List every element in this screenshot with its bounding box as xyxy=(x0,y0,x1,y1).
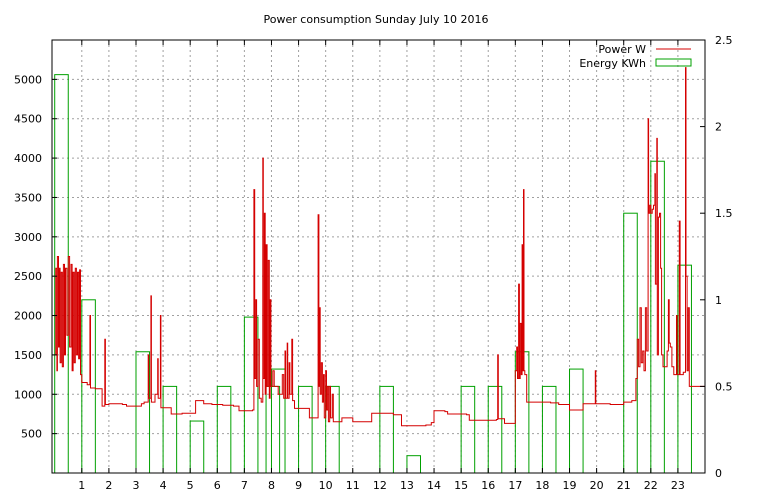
energy-bar xyxy=(135,351,151,474)
energy-bar xyxy=(189,420,205,474)
plot-frame xyxy=(51,39,706,474)
power-series-line xyxy=(54,67,705,427)
energy-bar xyxy=(270,368,286,474)
x-tick-label: 9 xyxy=(295,479,302,492)
axis-ticks: 1 2 3 4 5 6 7 8 9 10 11 12 13 14 15 16 17 18 19 20 21 22 23500… xyxy=(14,34,733,492)
energy-bar xyxy=(162,385,178,474)
y2-tick-label: 0.5 xyxy=(715,380,733,393)
legend-swatch-energy xyxy=(655,58,692,67)
x-tick-label: 11 xyxy=(346,479,360,492)
energy-bar xyxy=(623,212,638,474)
x-tick-label: 15 xyxy=(454,479,468,492)
x-tick-label: 21 xyxy=(617,479,631,492)
y-tick-label: 1000 xyxy=(14,388,42,401)
energy-bar xyxy=(460,385,476,474)
energy-bar xyxy=(406,455,421,474)
x-tick-label: 14 xyxy=(427,479,441,492)
x-tick-label: 3 xyxy=(132,479,139,492)
legend-label-energy: Energy KWh xyxy=(579,57,646,70)
energy-bar xyxy=(298,385,313,474)
energy-bar xyxy=(265,385,281,474)
x-tick-label: 23 xyxy=(671,479,685,492)
energy-bar xyxy=(487,385,503,474)
x-tick-label: 12 xyxy=(373,479,387,492)
y-tick-label: 2500 xyxy=(14,270,42,283)
chart-title: Power consumption Sunday July 10 2016 xyxy=(264,13,489,26)
x-tick-label: 5 xyxy=(187,479,194,492)
energy-bar xyxy=(541,385,557,474)
y-tick-label: 3500 xyxy=(14,191,42,204)
x-tick-label: 22 xyxy=(644,479,658,492)
x-tick-label: 20 xyxy=(590,479,604,492)
y-tick-label: 500 xyxy=(21,428,42,441)
y-tick-label: 4500 xyxy=(14,113,42,126)
x-tick-label: 4 xyxy=(160,479,167,492)
legend: Power W Energy KWh xyxy=(579,43,692,70)
legend-label-power: Power W xyxy=(598,43,646,56)
y-tick-label: 3000 xyxy=(14,231,42,244)
x-tick-label: 2 xyxy=(105,479,112,492)
x-tick-label: 7 xyxy=(241,479,248,492)
x-tick-label: 8 xyxy=(268,479,275,492)
y2-tick-label: 2.5 xyxy=(715,34,733,47)
x-tick-label: 13 xyxy=(400,479,414,492)
energy-bar xyxy=(81,299,96,474)
y2-tick-label: 2 xyxy=(715,121,722,134)
x-tick-label: 6 xyxy=(214,479,221,492)
y-tick-label: 5000 xyxy=(14,73,42,86)
energy-bar xyxy=(216,385,232,474)
energy-bar xyxy=(569,368,584,474)
energy-bar xyxy=(379,385,394,474)
x-tick-label: 18 xyxy=(535,479,549,492)
y-tick-label: 4000 xyxy=(14,152,42,165)
x-tick-label: 19 xyxy=(563,479,577,492)
y2-tick-label: 1 xyxy=(715,294,722,307)
x-tick-label: 10 xyxy=(319,479,333,492)
y2-tick-label: 1.5 xyxy=(715,207,733,220)
x-tick-label: 1 xyxy=(78,479,85,492)
y2-tick-label: 0 xyxy=(715,467,722,480)
y-tick-label: 1500 xyxy=(14,349,42,362)
y-tick-label: 2000 xyxy=(14,310,42,323)
x-tick-label: 16 xyxy=(481,479,495,492)
x-tick-label: 17 xyxy=(508,479,522,492)
